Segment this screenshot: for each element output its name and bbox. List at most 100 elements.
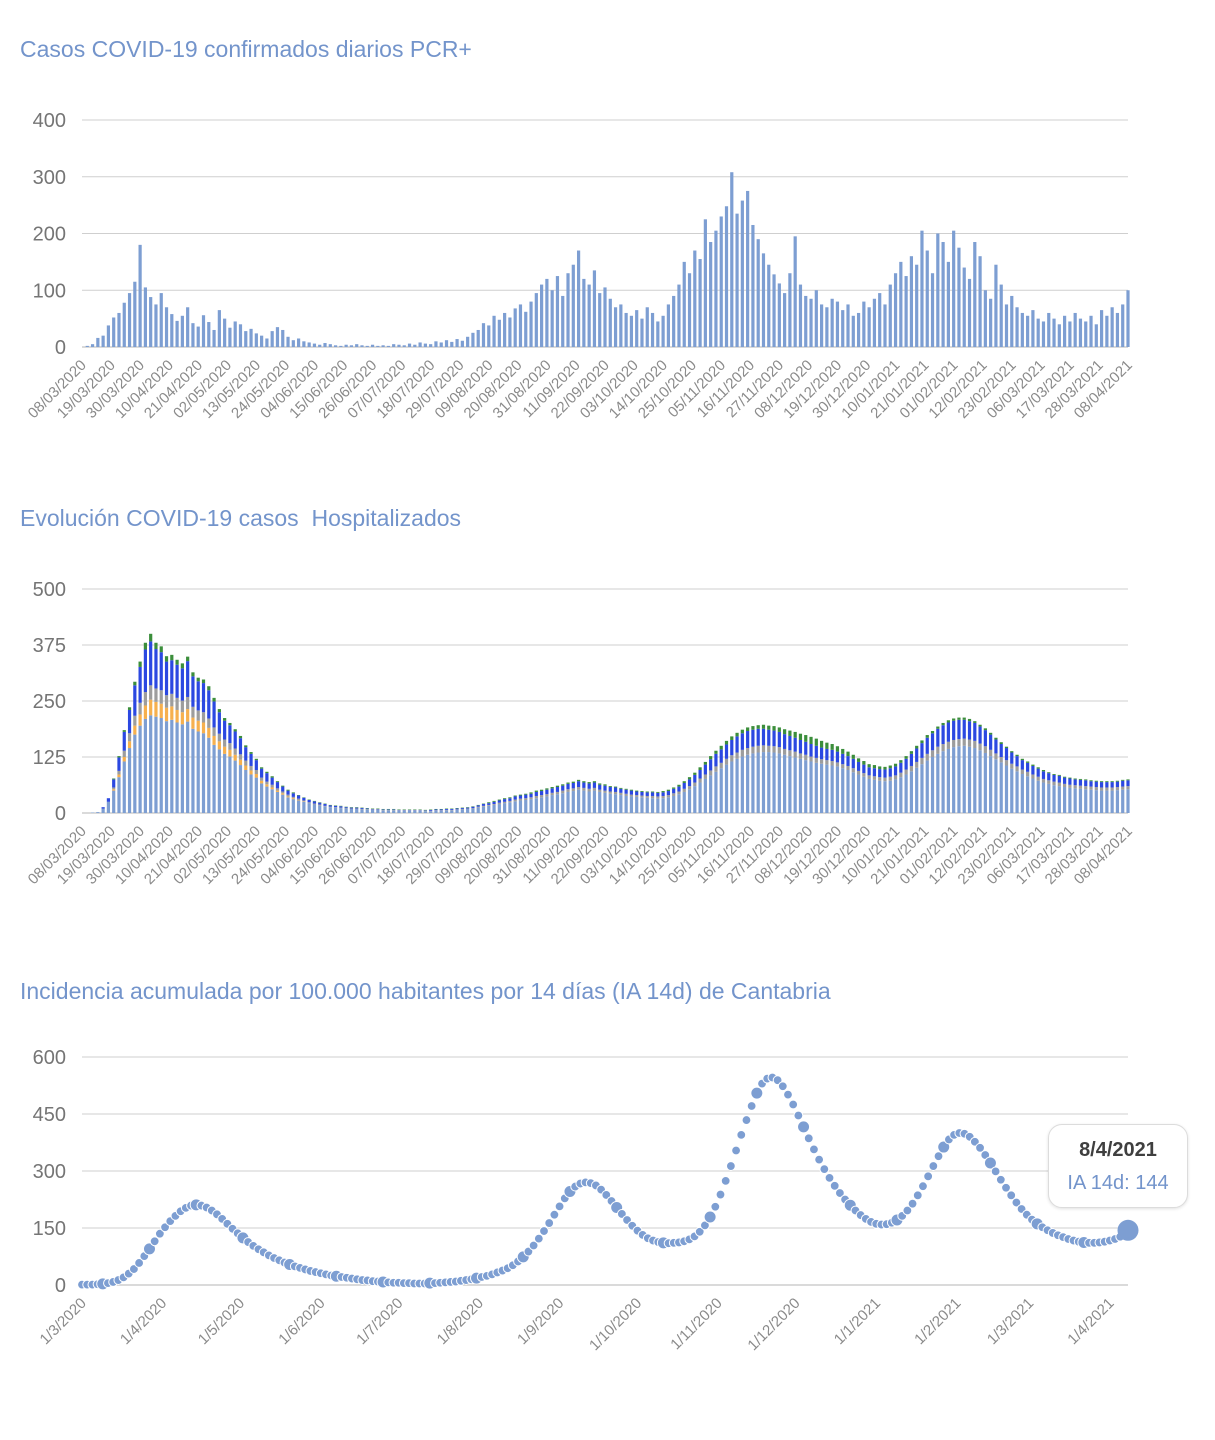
- bars[interactable]: [85, 172, 1130, 347]
- segment-lightblue: [159, 718, 163, 813]
- segment-blue: [481, 804, 486, 806]
- segment-gray: [656, 796, 660, 799]
- segment-blue: [925, 737, 929, 754]
- hospitalized-plot[interactable]: 0 125 250 375 500 08/03/202019/03/202030/03/2…: [0, 555, 1215, 947]
- segment-lightblue: [1057, 786, 1061, 813]
- segment-blue: [460, 808, 464, 809]
- segment-blue: [767, 729, 771, 746]
- segment-gray: [925, 753, 929, 761]
- segment-blue: [1041, 771, 1046, 779]
- segment-green: [196, 677, 200, 682]
- segment-blue: [228, 725, 232, 744]
- selected-point[interactable]: [1117, 1219, 1139, 1241]
- segment-blue: [930, 733, 935, 751]
- segment-blue: [260, 768, 264, 778]
- dots[interactable]: [77, 1072, 1131, 1291]
- segment-green: [788, 730, 792, 736]
- segment-green: [127, 707, 132, 710]
- segment-gray: [598, 789, 602, 792]
- segment-green: [656, 791, 660, 793]
- segment-lightblue: [143, 718, 147, 813]
- segment-gray: [1105, 787, 1109, 791]
- segment-gray: [724, 758, 729, 765]
- segment-blue: [117, 757, 121, 771]
- segment-green: [809, 736, 813, 745]
- segment-lightblue: [270, 789, 274, 813]
- segment-lightblue: [333, 807, 338, 813]
- segment-green: [254, 758, 258, 761]
- stacked-bars[interactable]: [90, 633, 1130, 813]
- segment-green: [603, 784, 607, 786]
- svg-text:1/10/2020: 1/10/2020: [586, 1295, 645, 1354]
- segment-blue: [286, 790, 290, 795]
- segment-lightblue: [503, 803, 507, 813]
- segment-blue: [466, 807, 470, 809]
- svg-text:200: 200: [33, 224, 66, 246]
- segment-green: [640, 791, 644, 792]
- segment-gray: [904, 769, 908, 775]
- segment-lightblue: [1078, 788, 1083, 813]
- segment-gray: [291, 796, 295, 799]
- svg-text:1/8/2020: 1/8/2020: [434, 1295, 487, 1348]
- segment-blue: [603, 785, 607, 791]
- segment-green: [186, 656, 190, 662]
- segment-blue: [783, 734, 787, 749]
- segment-blue: [872, 768, 877, 777]
- segment-blue: [1126, 780, 1130, 787]
- segment-green: [112, 778, 116, 780]
- segment-blue: [471, 806, 475, 809]
- segment-blue: [1073, 779, 1077, 786]
- svg-text:300: 300: [33, 1161, 66, 1183]
- segment-blue: [989, 734, 993, 750]
- segment-blue: [978, 726, 982, 744]
- segment-lightblue: [746, 754, 750, 813]
- segment-blue: [318, 802, 322, 805]
- segment-gray: [793, 751, 797, 758]
- segment-blue: [941, 725, 945, 745]
- segment-green: [550, 787, 554, 789]
- segment-green: [682, 781, 686, 783]
- segment-gray: [582, 787, 586, 791]
- segment-lightblue: [624, 795, 628, 813]
- segment-blue: [598, 784, 602, 790]
- segment-lightblue: [989, 756, 993, 813]
- segment-green: [888, 765, 892, 769]
- svg-text:0: 0: [55, 337, 66, 359]
- segment-lightblue: [1031, 778, 1035, 813]
- svg-text:450: 450: [33, 1104, 66, 1126]
- segment-lightblue: [1041, 782, 1046, 813]
- segment-lightblue: [413, 810, 417, 813]
- segment-gray: [497, 802, 501, 805]
- segment-lightblue: [96, 812, 100, 813]
- segment-blue: [201, 683, 206, 713]
- daily-cases-plot[interactable]: 0 100 200 300 400 08/03/202019/03/202030/03/2…: [0, 88, 1215, 480]
- ia14d-plot[interactable]: 0 150 300 450 600 1/3/2020 1/4/2020 1/5/2020 1/6…: [0, 1025, 1215, 1425]
- segment-blue: [492, 801, 496, 805]
- segment-gray: [978, 743, 982, 751]
- segment-green: [286, 789, 290, 791]
- segment-green: [487, 802, 491, 804]
- segment-gray: [212, 727, 216, 736]
- svg-text:1/1/2021: 1/1/2021: [831, 1295, 884, 1348]
- segment-lightblue: [545, 796, 549, 813]
- segment-blue: [550, 788, 554, 793]
- segment-blue: [1004, 748, 1009, 761]
- segment-gray: [1099, 787, 1104, 791]
- segment-lightblue: [164, 721, 169, 813]
- segment-blue: [1110, 782, 1114, 788]
- segment-green: [545, 788, 549, 790]
- segment-lightblue: [249, 774, 253, 813]
- segment-gray: [1115, 787, 1120, 791]
- segment-gray: [767, 745, 771, 753]
- segment-lightblue: [619, 795, 623, 813]
- segment-blue: [952, 720, 956, 740]
- segment-lightblue: [133, 734, 137, 813]
- segment-lightblue: [106, 801, 111, 813]
- segment-lightblue: [915, 767, 919, 813]
- segment-gray: [244, 760, 248, 766]
- segment-gray: [196, 710, 200, 721]
- segment-blue: [339, 806, 343, 808]
- segment-lightblue: [112, 790, 116, 813]
- segment-lightblue: [719, 768, 723, 813]
- segment-blue: [709, 759, 713, 771]
